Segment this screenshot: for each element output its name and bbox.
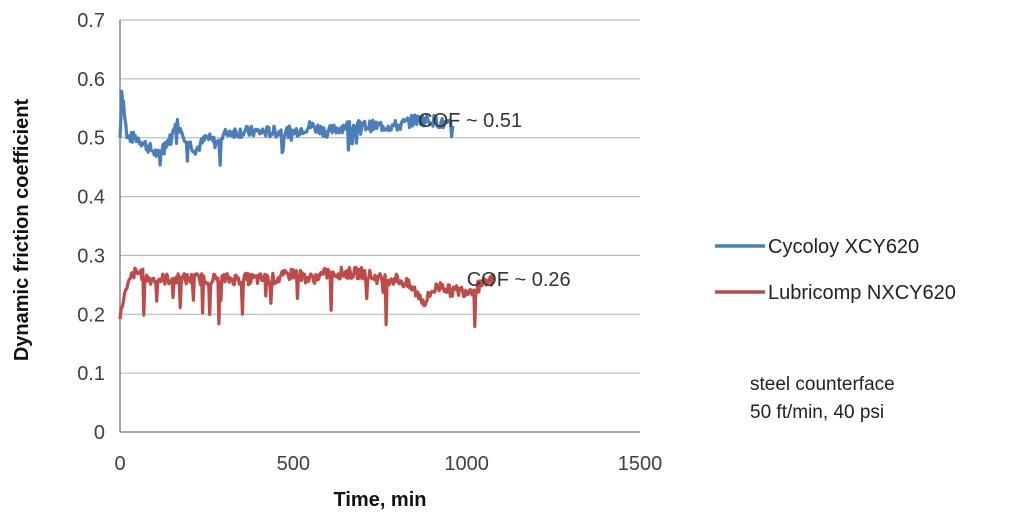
note-line-1: steel counterface	[750, 374, 895, 395]
y-tick-label: 0.1	[77, 363, 105, 385]
y-tick-label: 0.2	[77, 304, 105, 326]
grid-lines	[120, 19, 640, 433]
y-tick-labels: 0 0.1 0.2 0.3 0.4 0.5 0.6 0.7	[77, 10, 105, 444]
series-line-cycoloy	[118, 89, 455, 167]
y-tick-label: 0.5	[77, 128, 105, 150]
x-tick-label: 0	[114, 453, 125, 475]
x-tick-label: 500	[277, 453, 310, 475]
legend-label: Cycoloy XCY620	[768, 236, 919, 258]
y-tick-label: 0.6	[77, 69, 105, 91]
legend-label: Lubricomp NXCY620	[768, 282, 956, 304]
y-tick-label: 0.4	[77, 187, 105, 209]
series-line-lubricomp	[118, 265, 495, 328]
annotations: COF ~ 0.51 COF ~ 0.26	[418, 110, 570, 291]
x-axis-title: Time, min	[334, 489, 427, 511]
y-axis-title: Dynamic friction coefficient	[11, 99, 33, 362]
cof-annotation: COF ~ 0.26	[467, 269, 571, 291]
test-conditions-note: steel counterface 50 ft/min, 40 psi	[750, 374, 895, 423]
note-line-2: 50 ft/min, 40 psi	[750, 402, 884, 423]
series-lines	[118, 89, 495, 328]
x-tick-label: 1500	[618, 453, 663, 475]
y-tick-label: 0	[94, 422, 105, 444]
x-tick-labels: 0 500 1000 1500	[114, 453, 662, 475]
legend: Cycoloy XCY620 Lubricomp NXCY620	[715, 236, 956, 304]
x-tick-label: 1000	[444, 453, 489, 475]
y-tick-label: 0.7	[77, 10, 105, 32]
y-tick-label: 0.3	[77, 245, 105, 267]
cof-annotation: COF ~ 0.51	[418, 110, 522, 132]
